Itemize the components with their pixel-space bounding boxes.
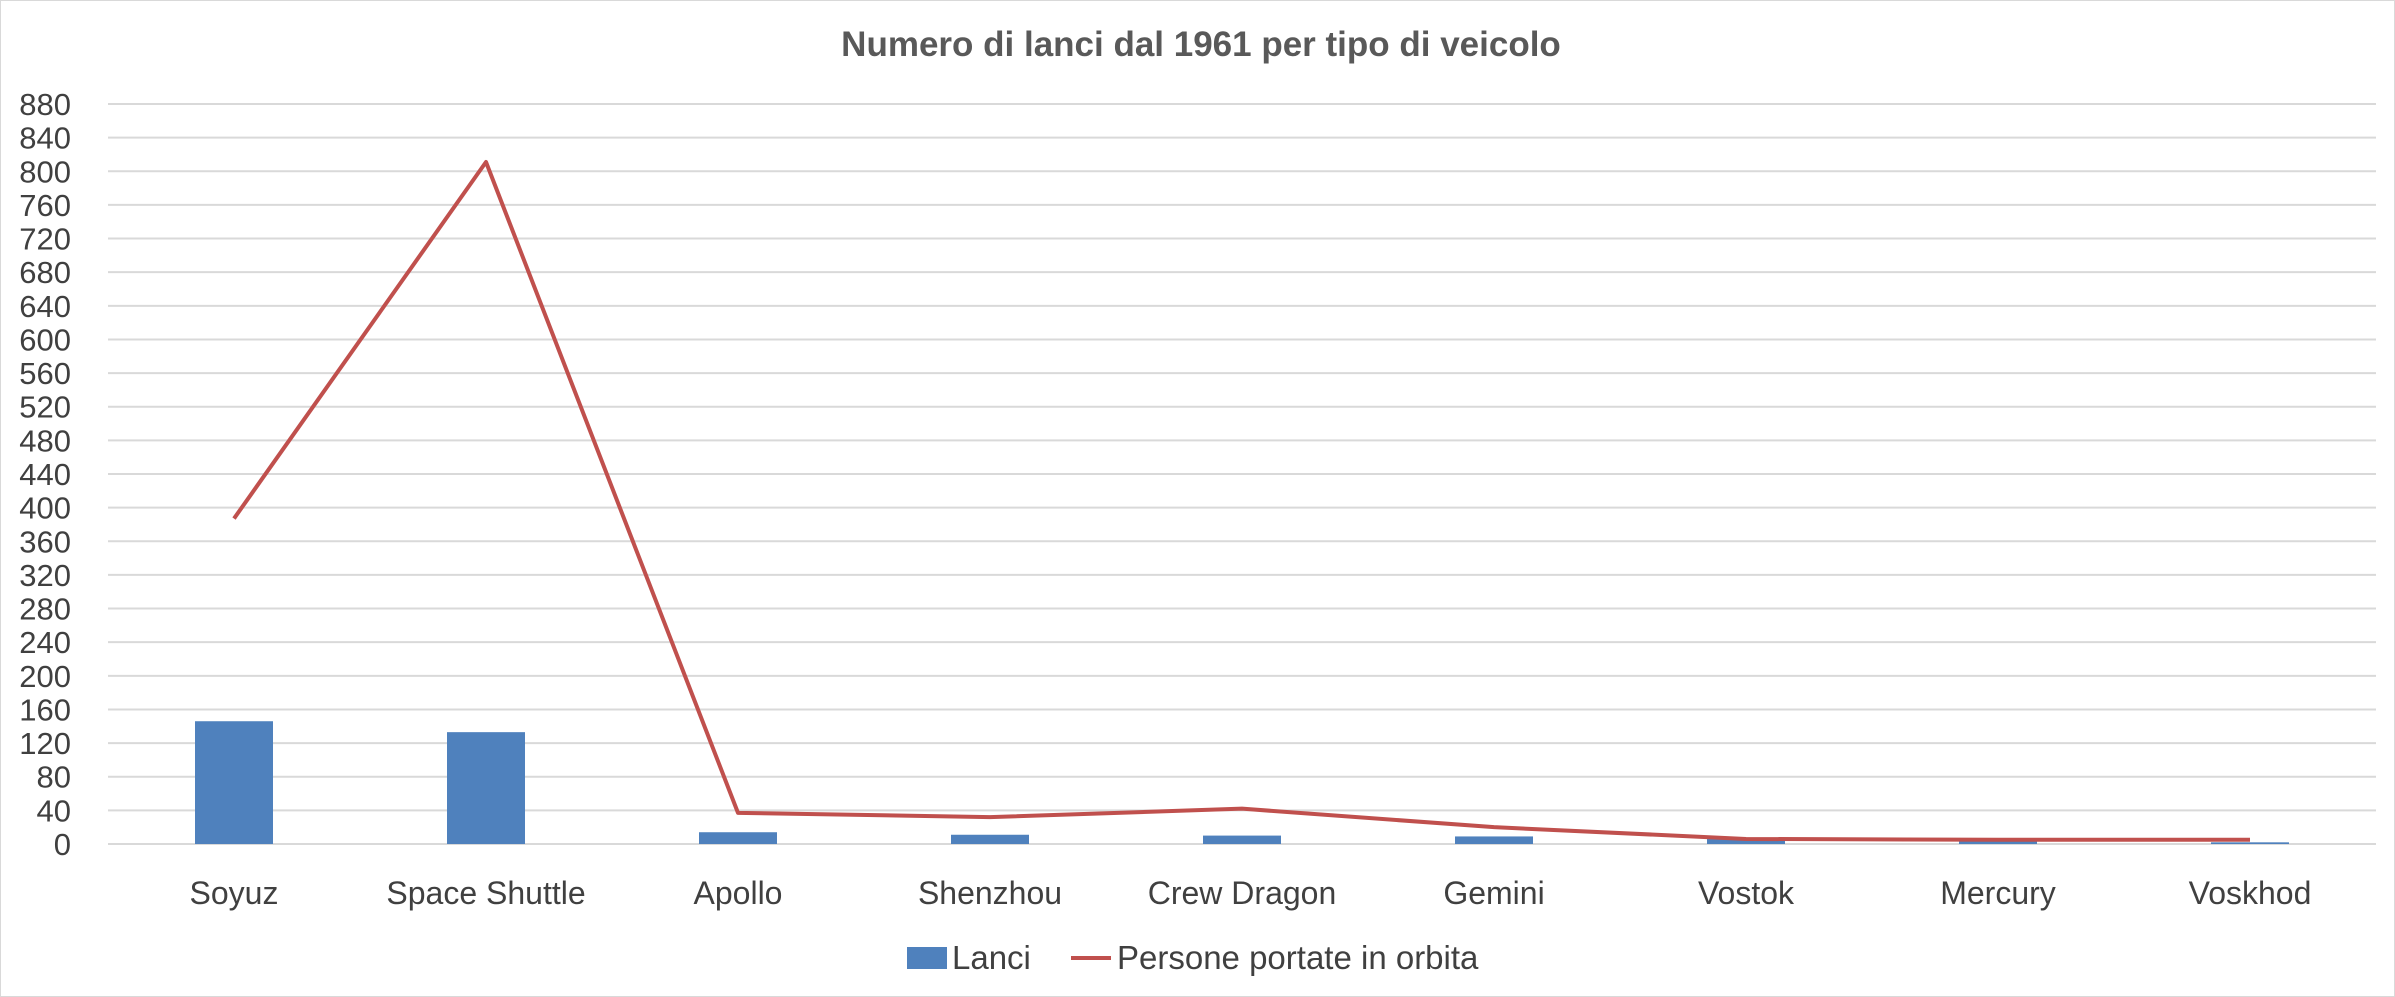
y-tick-label: 360 [19, 524, 71, 559]
legend-swatch-lanci [907, 947, 947, 969]
y-tick-label: 240 [19, 625, 71, 660]
y-axis-ticks: 0408012016020024028032036040044048052056… [19, 87, 71, 862]
x-category-label: Soyuz [190, 875, 279, 911]
legend-label-lanci: Lanci [952, 939, 1031, 976]
y-tick-label: 80 [37, 760, 71, 795]
legend-label-persone: Persone portate in orbita [1117, 939, 1479, 976]
y-tick-label: 880 [19, 87, 71, 122]
y-tick-label: 680 [19, 255, 71, 290]
line-series-persone [232, 160, 2251, 842]
x-axis-categories: Soyuz Space Shuttle Apollo Shenzhou Crew Dra… [190, 875, 2312, 911]
series-line [232, 160, 2250, 842]
x-category-label: Crew Dragon [1148, 875, 1337, 911]
y-tick-label: 400 [19, 491, 71, 526]
y-tick-label: 800 [19, 154, 71, 189]
y-tick-label: 840 [19, 121, 71, 156]
y-tick-label: 320 [19, 558, 71, 593]
bar [1203, 835, 1281, 844]
legend: Lanci Persone portate in orbita [907, 939, 1479, 976]
x-category-label: Gemini [1443, 875, 1544, 911]
y-tick-label: 200 [19, 659, 71, 694]
x-category-label: Mercury [1940, 875, 2056, 911]
bar [1959, 840, 2037, 844]
y-tick-label: 120 [19, 726, 71, 761]
y-tick-label: 520 [19, 390, 71, 425]
y-tick-label: 160 [19, 692, 71, 727]
y-tick-label: 40 [37, 793, 71, 828]
x-category-label: Shenzhou [918, 875, 1062, 911]
bar [447, 732, 525, 844]
bar [2211, 842, 2289, 844]
y-tick-label: 560 [19, 356, 71, 391]
y-tick-label: 440 [19, 457, 71, 492]
y-tick-label: 640 [19, 289, 71, 324]
y-tick-label: 760 [19, 188, 71, 223]
y-tick-label: 720 [19, 222, 71, 257]
bar [951, 834, 1029, 844]
x-category-label: Voskhod [2189, 875, 2312, 911]
x-category-label: Space Shuttle [386, 875, 585, 911]
y-tick-label: 600 [19, 322, 71, 357]
y-tick-label: 480 [19, 423, 71, 458]
bar [1707, 838, 1785, 844]
y-tick-label: 0 [54, 827, 71, 862]
chart-title: Numero di lanci dal 1961 per tipo di vei… [841, 25, 1561, 64]
bar-series-lanci [195, 721, 2289, 844]
bar [699, 832, 777, 844]
x-category-label: Apollo [694, 875, 783, 911]
y-tick-label: 280 [19, 592, 71, 627]
x-category-label: Vostok [1698, 875, 1795, 911]
gridlines [108, 103, 2376, 845]
bar [1455, 836, 1533, 844]
bar [195, 721, 273, 844]
